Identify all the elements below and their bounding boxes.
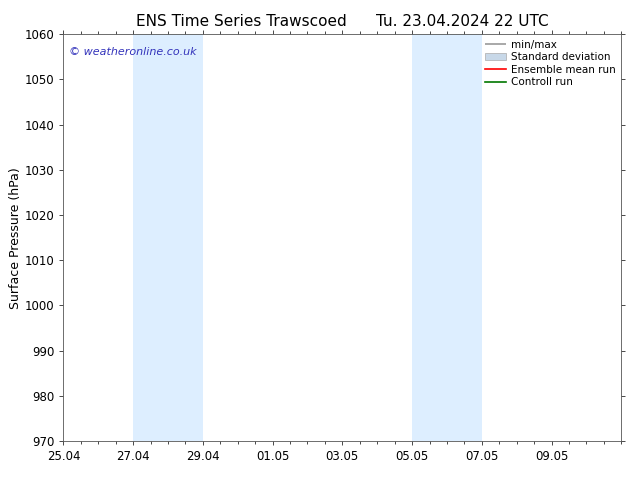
Legend: min/max, Standard deviation, Ensemble mean run, Controll run: min/max, Standard deviation, Ensemble me… [483,37,618,89]
Bar [133,34,203,441]
Text: © weatheronline.co.uk: © weatheronline.co.uk [69,47,197,56]
Y-axis label: Surface Pressure (hPa): Surface Pressure (hPa) [9,167,22,309]
Title: ENS Time Series Trawscoed      Tu. 23.04.2024 22 UTC: ENS Time Series Trawscoed Tu. 23.04.2024… [136,14,548,29]
Bar [412,34,482,441]
